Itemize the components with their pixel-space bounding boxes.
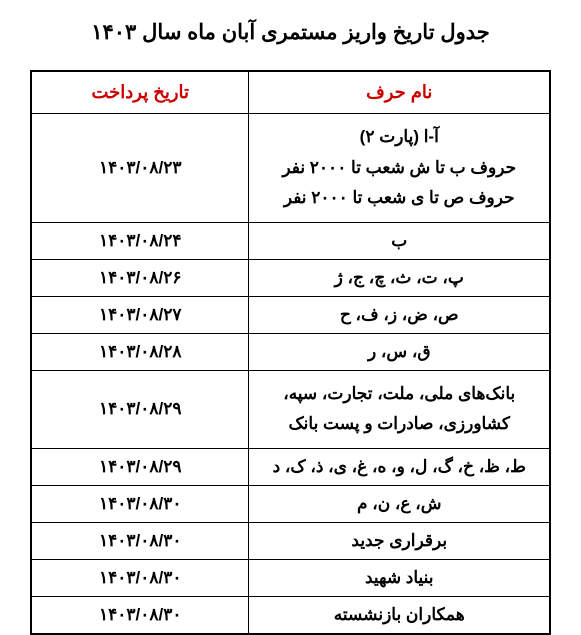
payment-schedule-table: نام حرف تاریخ پرداخت آ-ا (پارت ۲)حروف ب … <box>30 70 551 635</box>
cell-name: ط، ظ، خ، گ، ل، و، ه، غ، ی، ذ، ک، د <box>249 448 550 485</box>
header-name: نام حرف <box>249 71 550 114</box>
name-line: حروف ص تا ی شعب تا ۲۰۰۰ نفر <box>259 183 539 214</box>
table-row: برقراری جدید۱۴۰۳/۰۸/۳۰ <box>31 522 550 559</box>
cell-date: ۱۴۰۳/۰۸/۲۷ <box>31 296 249 333</box>
cell-date: ۱۴۰۳/۰۸/۲۹ <box>31 448 249 485</box>
cell-name: ب <box>249 222 550 259</box>
cell-name: آ-ا (پارت ۲)حروف ب تا ش شعب تا ۲۰۰۰ نفرح… <box>249 114 550 223</box>
table-row: پ، ت، ث، چ، ج، ژ۱۴۰۳/۰۸/۲۶ <box>31 259 550 296</box>
header-date: تاریخ پرداخت <box>31 71 249 114</box>
cell-name: پ، ت، ث، چ، ج، ژ <box>249 259 550 296</box>
cell-date: ۱۴۰۳/۰۸/۳۰ <box>31 559 249 596</box>
cell-date: ۱۴۰۳/۰۸/۲۴ <box>31 222 249 259</box>
cell-name: بنیاد شهید <box>249 559 550 596</box>
cell-date: ۱۴۰۳/۰۸/۳۰ <box>31 596 249 634</box>
name-line: کشاورزی، صادرات و پست بانک <box>259 409 539 440</box>
table-row: ص، ض، ز، ف، ح۱۴۰۳/۰۸/۲۷ <box>31 296 550 333</box>
table-row: ش، ع، ن، م۱۴۰۳/۰۸/۳۰ <box>31 485 550 522</box>
table-row: ب۱۴۰۳/۰۸/۲۴ <box>31 222 550 259</box>
cell-date: ۱۴۰۳/۰۸/۲۹ <box>31 370 249 448</box>
name-line: حروف ب تا ش شعب تا ۲۰۰۰ نفر <box>259 153 539 184</box>
cell-name: ق، س، ر <box>249 333 550 370</box>
cell-name: برقراری جدید <box>249 522 550 559</box>
table-title: جدول تاریخ واریز مستمری آبان ماه سال ۱۴۰… <box>30 20 551 45</box>
table-body: آ-ا (پارت ۲)حروف ب تا ش شعب تا ۲۰۰۰ نفرح… <box>31 114 550 634</box>
name-line: آ-ا (پارت ۲) <box>259 122 539 153</box>
name-line: بانک‌های ملی، ملت، تجارت، سپه، <box>259 379 539 410</box>
cell-name: ش، ع، ن، م <box>249 485 550 522</box>
table-row: ق، س، ر۱۴۰۳/۰۸/۲۸ <box>31 333 550 370</box>
table-row: آ-ا (پارت ۲)حروف ب تا ش شعب تا ۲۰۰۰ نفرح… <box>31 114 550 223</box>
cell-date: ۱۴۰۳/۰۸/۳۰ <box>31 522 249 559</box>
cell-date: ۱۴۰۳/۰۸/۲۳ <box>31 114 249 223</box>
table-row: همکاران بازنشسته۱۴۰۳/۰۸/۳۰ <box>31 596 550 634</box>
cell-date: ۱۴۰۳/۰۸/۳۰ <box>31 485 249 522</box>
table-header-row: نام حرف تاریخ پرداخت <box>31 71 550 114</box>
cell-name: ص، ض، ز، ف، ح <box>249 296 550 333</box>
cell-name: همکاران بازنشسته <box>249 596 550 634</box>
table-row: ط، ظ، خ، گ، ل، و، ه، غ، ی، ذ، ک، د۱۴۰۳/۰… <box>31 448 550 485</box>
cell-date: ۱۴۰۳/۰۸/۲۸ <box>31 333 249 370</box>
table-row: بانک‌های ملی، ملت، تجارت، سپه،کشاورزی، ص… <box>31 370 550 448</box>
table-row: بنیاد شهید۱۴۰۳/۰۸/۳۰ <box>31 559 550 596</box>
cell-name: بانک‌های ملی، ملت، تجارت، سپه،کشاورزی، ص… <box>249 370 550 448</box>
cell-date: ۱۴۰۳/۰۸/۲۶ <box>31 259 249 296</box>
